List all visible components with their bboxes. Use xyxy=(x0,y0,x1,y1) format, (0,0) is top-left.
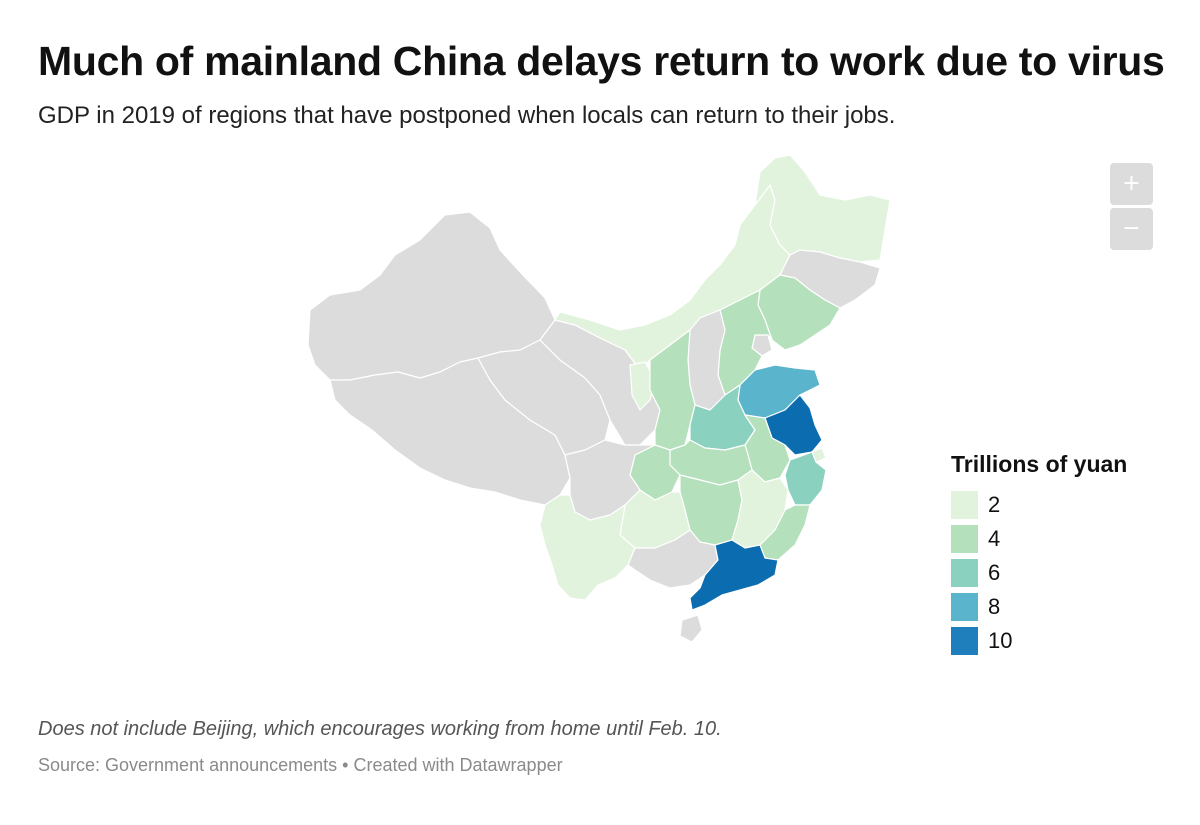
legend-title: Trillions of yuan xyxy=(951,451,1128,477)
legend: Trillions of yuan 2 4 6 8 10 xyxy=(951,451,1127,658)
legend-label: 2 xyxy=(988,492,1001,517)
region-shaanxi[interactable] xyxy=(649,329,696,451)
zoom-in-button[interactable]: + xyxy=(1110,163,1153,205)
legend-label: 6 xyxy=(988,560,1001,585)
legend-swatch xyxy=(951,559,978,587)
source-line: Source: Government announcements • Creat… xyxy=(38,755,563,776)
legend-item: 10 xyxy=(951,624,1127,658)
legend-label: 10 xyxy=(988,628,1013,653)
credit-link[interactable]: Created with Datawrapper xyxy=(353,755,563,775)
region-hainan[interactable] xyxy=(679,614,703,643)
legend-item: 2 xyxy=(951,488,1127,522)
legend-label: 8 xyxy=(988,594,1001,619)
source-text: Source: Government announcements xyxy=(38,755,338,775)
region-heilongjiang[interactable] xyxy=(754,154,891,263)
zoom-out-button[interactable]: − xyxy=(1110,208,1153,250)
legend-swatch xyxy=(951,525,978,553)
legend-item: 4 xyxy=(951,522,1127,556)
chart-title: Much of mainland China delays return to … xyxy=(38,38,1165,84)
legend-item: 6 xyxy=(951,556,1127,590)
legend-swatch xyxy=(951,491,978,519)
legend-item: 8 xyxy=(951,590,1127,624)
region-ningxia[interactable] xyxy=(629,361,656,411)
map-svg xyxy=(307,154,891,643)
region-zhejiang[interactable] xyxy=(784,451,827,506)
china-map[interactable] xyxy=(300,150,900,650)
legend-swatch xyxy=(951,627,978,655)
footnote: Does not include Beijing, which encourag… xyxy=(38,718,722,740)
footer-separator: • xyxy=(337,755,354,775)
legend-swatch xyxy=(951,593,978,621)
region-qinghai[interactable] xyxy=(477,339,611,456)
region-guangdong[interactable] xyxy=(689,539,779,611)
legend-label: 4 xyxy=(988,526,1001,551)
region-fujian[interactable] xyxy=(759,504,811,561)
chart-subtitle: GDP in 2019 of regions that have postpon… xyxy=(38,102,896,129)
region-shanxi[interactable] xyxy=(687,309,726,411)
